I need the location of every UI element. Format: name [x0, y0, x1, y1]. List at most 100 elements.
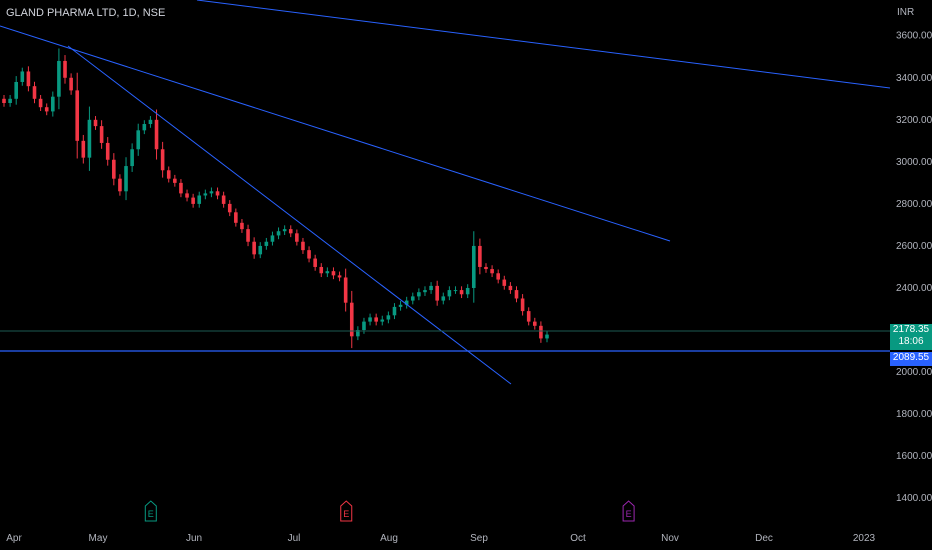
candle[interactable] [429, 282, 433, 294]
candle[interactable] [166, 166, 171, 183]
candle[interactable] [191, 193, 195, 208]
candle[interactable] [252, 237, 256, 259]
candle-body [136, 130, 141, 150]
candle[interactable] [441, 292, 446, 305]
candle[interactable] [57, 48, 61, 110]
candle-body [99, 126, 104, 143]
candle[interactable] [410, 292, 415, 305]
candle[interactable] [93, 116, 98, 130]
candle[interactable] [142, 120, 147, 135]
candle[interactable] [209, 187, 214, 198]
candle[interactable] [453, 286, 458, 294]
candle[interactable] [471, 231, 476, 303]
candle[interactable] [81, 134, 86, 164]
candle[interactable] [337, 271, 342, 282]
candle[interactable] [240, 219, 244, 233]
candle[interactable] [282, 225, 287, 236]
candle[interactable] [349, 290, 354, 349]
candle[interactable] [331, 267, 336, 280]
candle[interactable] [520, 294, 525, 316]
candle[interactable] [526, 307, 531, 326]
candle[interactable] [295, 229, 299, 246]
candle[interactable] [221, 191, 226, 208]
candle[interactable] [51, 91, 55, 117]
candle[interactable] [63, 55, 67, 84]
candle[interactable] [130, 143, 134, 172]
candle[interactable] [246, 224, 250, 247]
candle[interactable] [136, 123, 141, 156]
earnings-event-marker[interactable]: E [340, 500, 353, 522]
candle[interactable] [276, 227, 281, 240]
candle[interactable] [124, 157, 128, 201]
candle[interactable] [105, 137, 110, 166]
candle[interactable] [447, 286, 452, 301]
candle[interactable] [38, 95, 43, 111]
candle[interactable] [484, 263, 488, 273]
candle[interactable] [203, 189, 208, 200]
earnings-event-marker[interactable]: E [144, 500, 157, 522]
candle[interactable] [14, 76, 19, 105]
candle[interactable] [270, 231, 275, 246]
candle[interactable] [478, 238, 482, 275]
candle[interactable] [490, 265, 494, 278]
candle[interactable] [258, 242, 263, 259]
candle[interactable] [179, 179, 183, 198]
candle[interactable] [508, 282, 513, 294]
candle[interactable] [185, 189, 189, 202]
candle[interactable] [112, 153, 116, 186]
candle-body [392, 306, 397, 316]
trendline-steep[interactable] [67, 45, 512, 385]
candle[interactable] [154, 109, 159, 160]
candle[interactable] [75, 72, 80, 159]
candle[interactable] [514, 286, 519, 303]
candle[interactable] [502, 275, 507, 290]
candle[interactable] [288, 225, 293, 238]
trendline-mid[interactable] [0, 25, 671, 242]
trendline-long-upper[interactable] [196, 0, 891, 89]
candle[interactable] [380, 315, 385, 326]
candle[interactable] [69, 73, 73, 95]
candle[interactable] [368, 313, 372, 326]
candle[interactable] [148, 116, 153, 128]
candle[interactable] [20, 67, 25, 86]
candle[interactable] [539, 321, 543, 343]
candle-body [8, 98, 12, 103]
candle[interactable] [160, 141, 165, 178]
candle[interactable] [374, 313, 378, 326]
candle[interactable] [227, 200, 232, 217]
candle[interactable] [313, 254, 317, 271]
candle[interactable] [319, 263, 324, 278]
candle[interactable] [465, 284, 470, 299]
candle[interactable] [398, 301, 403, 311]
candle[interactable] [118, 174, 122, 196]
candle[interactable] [173, 174, 177, 187]
candle[interactable] [234, 208, 238, 227]
candle[interactable] [417, 288, 421, 301]
candle[interactable] [404, 296, 409, 309]
candle[interactable] [435, 280, 439, 306]
candle[interactable] [307, 246, 311, 263]
earnings-event-marker[interactable]: E [622, 500, 635, 522]
candle[interactable] [2, 95, 6, 107]
candle[interactable] [44, 103, 49, 116]
candle[interactable] [87, 106, 92, 171]
candle[interactable] [99, 120, 104, 149]
candle[interactable] [392, 303, 397, 320]
candle[interactable] [356, 326, 360, 341]
candle[interactable] [343, 268, 348, 312]
candle[interactable] [8, 95, 12, 107]
candle[interactable] [325, 267, 330, 278]
candle[interactable] [32, 81, 37, 104]
candle[interactable] [459, 286, 464, 299]
candle[interactable] [532, 317, 537, 330]
candle[interactable] [301, 237, 305, 254]
candle[interactable] [423, 286, 427, 296]
candle[interactable] [496, 269, 500, 284]
candle[interactable] [215, 187, 220, 200]
candle[interactable] [264, 237, 269, 250]
candle[interactable] [386, 311, 391, 324]
candle[interactable] [545, 330, 549, 343]
candle[interactable] [26, 66, 31, 92]
candle[interactable] [197, 191, 202, 208]
